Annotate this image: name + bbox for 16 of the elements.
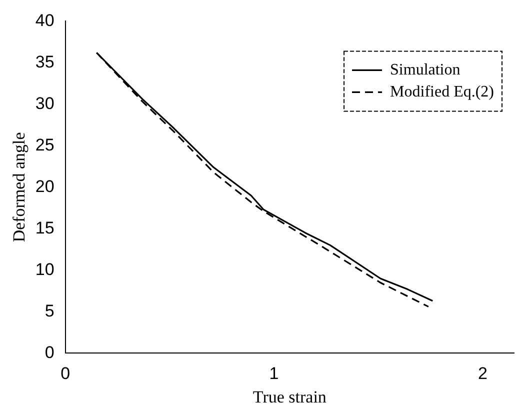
y-axis-title: Deformed angle [10, 132, 29, 242]
y-tick-label: 20 [35, 176, 54, 196]
x-tick-label: 2 [478, 364, 488, 384]
x-tick-label: 1 [269, 364, 279, 384]
legend-label: Modified Eq.(2) [390, 83, 494, 100]
x-tick-label: 0 [60, 364, 70, 384]
y-tick-label: 0 [44, 342, 54, 362]
y-tick-label: 15 [35, 218, 54, 238]
y-tick-label: 40 [35, 10, 54, 30]
y-tick-label: 35 [35, 52, 54, 72]
legend-label: Simulation [390, 61, 460, 78]
y-tick-label: 30 [35, 94, 54, 113]
y-tick-label: 25 [35, 135, 54, 154]
y-tick-label: 5 [44, 301, 54, 320]
x-axis-title: True strain [252, 387, 327, 406]
y-tick-label: 10 [35, 260, 54, 279]
